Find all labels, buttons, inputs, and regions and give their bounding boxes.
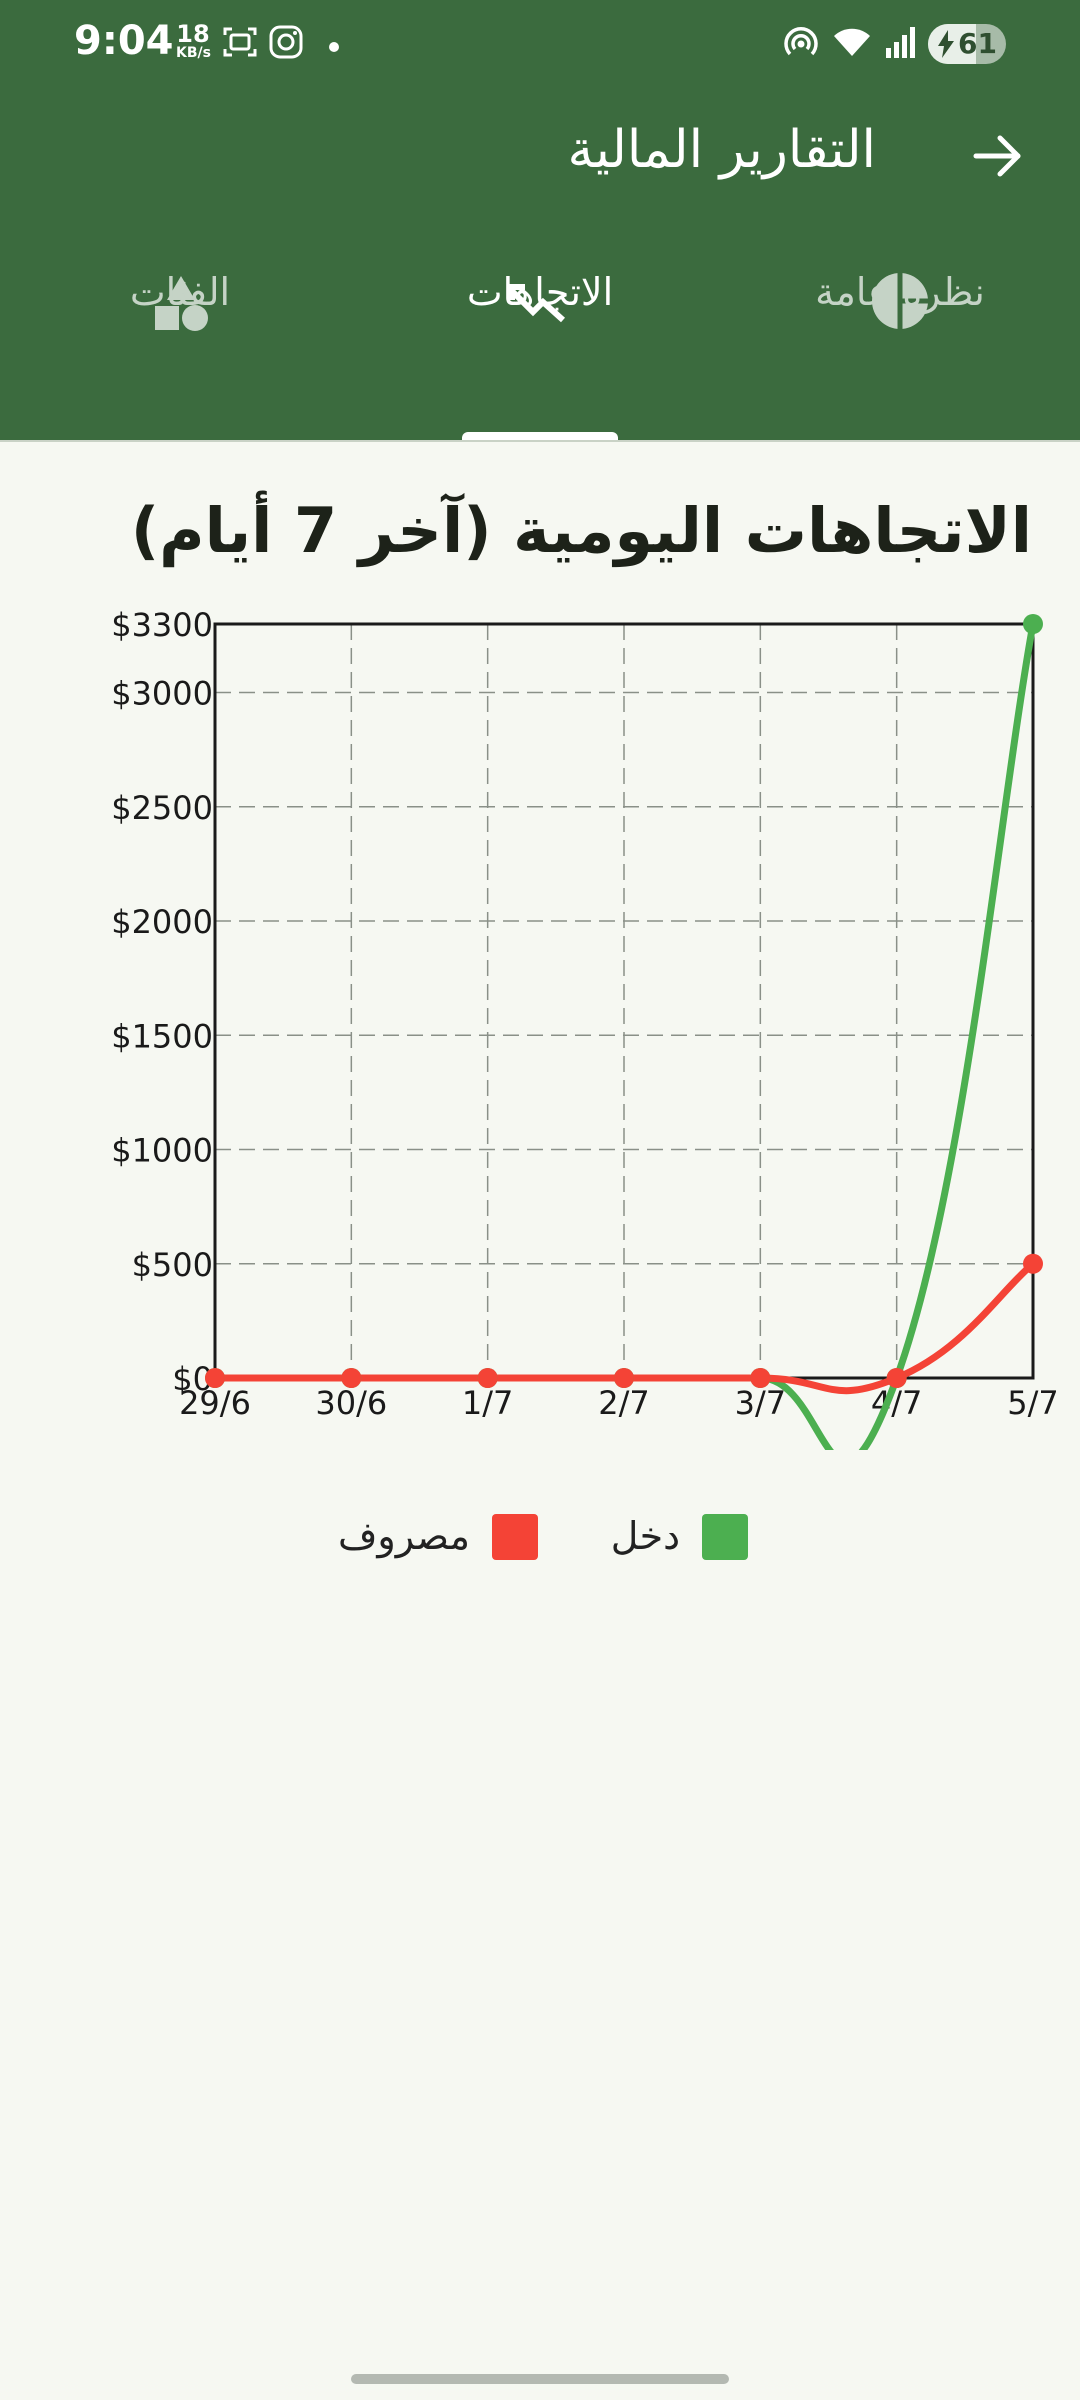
y-tick-label: $1500 [111,1017,213,1055]
y-tick-label: $3000 [111,675,213,713]
tab-indicator [462,432,618,440]
income-swatch [702,1514,748,1560]
legend-expense: مصروف [300,1514,470,1562]
wifi-icon [832,24,872,64]
y-tick-label: $1000 [111,1132,213,1170]
expense-point [477,1368,498,1388]
expense-point [341,1368,362,1388]
x-tick-label: 29/6 [179,1384,251,1422]
x-tick-label: 2/7 [598,1384,650,1422]
y-tick-label: $2500 [111,789,213,827]
trending-icon [507,282,567,328]
app-bar: 9:04 18 KB/s 61 التقارير المالية [0,0,1080,440]
gesture-nav-handle[interactable] [351,2374,729,2384]
dot-icon [328,38,340,57]
legend-expense-label: مصروف [337,1514,470,1558]
chart-title: الاتجاهات اليومية (آخر 7 أيام) [130,494,1032,567]
divider [0,440,1080,442]
x-tick-label: 30/6 [315,1384,387,1422]
hotspot-icon [782,24,820,66]
expense-point [750,1368,771,1388]
net-speed: 18 KB/s [176,20,211,61]
instagram-icon [268,24,304,64]
expense-point [614,1368,634,1388]
y-tick-label: $2000 [111,903,213,941]
signal-icon [884,24,918,64]
arrow-forward-icon[interactable] [970,128,1026,188]
expense-point [1023,1253,1043,1274]
page-title: التقارير المالية [567,120,876,180]
legend-income-label: دخل [610,1514,680,1558]
battery-icon: 61 [928,24,1006,64]
status-time: 9:04 [74,18,174,64]
x-tick-label: 1/7 [462,1384,514,1422]
battery-level: 61 [958,27,997,60]
y-tick-label: $500 [132,1246,213,1284]
y-tick-label: $3300 [111,606,213,644]
trend-line-chart: $0$500$1000$1500$2000$2500$3000$330029/6… [111,606,1059,1450]
legend-income: دخل [580,1514,680,1562]
income-point [1023,614,1043,634]
tab-trends-label: الاتجاهات [466,270,614,314]
net-speed-value: 18 [176,20,210,48]
x-tick-label: 3/7 [735,1384,787,1422]
expense-point [205,1368,225,1388]
tab-overview-label: نظرة عامة [815,270,985,314]
shapes-icon [153,276,209,338]
expense-swatch [492,1514,538,1560]
pie-chart-icon [871,272,929,334]
expense-point [886,1368,907,1388]
legend-income-swatch [702,1514,748,1562]
screenshot-icon [222,24,258,64]
plot-frame [213,622,1035,1380]
tab-categories-label: الفئات [129,270,231,314]
status-bar: 9:04 18 KB/s 61 [0,0,1080,90]
legend-expense-swatch [492,1514,538,1562]
net-speed-unit: KB/s [176,45,211,61]
x-tick-label: 5/7 [1007,1384,1059,1422]
